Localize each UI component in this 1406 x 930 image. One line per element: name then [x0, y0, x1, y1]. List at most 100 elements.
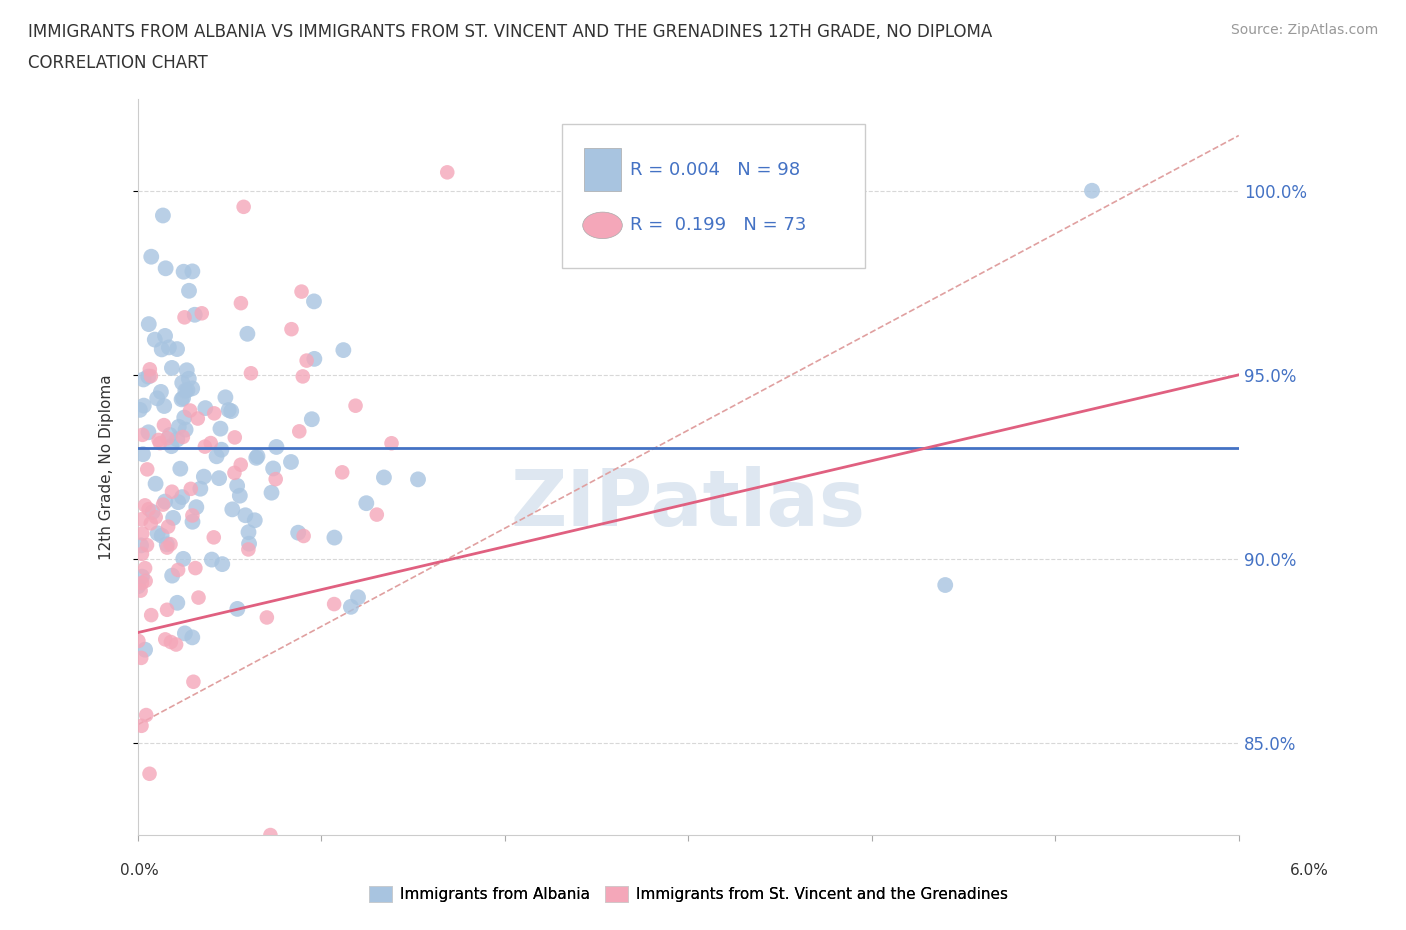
Point	[266, 440, 288, 455]
Point	[290, 285, 312, 299]
Point	[166, 341, 188, 356]
Point	[145, 476, 167, 491]
Point	[165, 637, 187, 652]
Point	[138, 425, 160, 440]
Point	[166, 595, 188, 610]
Point	[238, 542, 260, 557]
Point	[141, 249, 163, 264]
Point	[172, 430, 194, 445]
Point	[226, 602, 249, 617]
Point	[134, 643, 156, 658]
Point	[226, 478, 249, 493]
Point	[245, 450, 267, 465]
Point	[132, 398, 155, 413]
Point	[181, 508, 204, 523]
Point	[183, 674, 205, 689]
Point	[180, 482, 202, 497]
Point	[208, 471, 231, 485]
Point	[194, 401, 217, 416]
Point	[131, 547, 153, 562]
Point	[301, 412, 323, 427]
Point	[149, 435, 172, 450]
Point	[131, 512, 153, 526]
Point	[174, 383, 197, 398]
Point	[176, 382, 198, 397]
Point	[174, 422, 197, 437]
Point	[406, 472, 429, 486]
Point	[280, 455, 302, 470]
Point	[181, 514, 204, 529]
Point	[330, 465, 353, 480]
Point	[221, 502, 243, 517]
Point	[131, 526, 153, 541]
Point	[259, 828, 281, 843]
Point	[1081, 183, 1104, 198]
Point	[127, 578, 149, 593]
Point	[332, 342, 354, 357]
Point	[159, 537, 181, 551]
Point	[160, 485, 183, 499]
Text: R = 0.004   N = 98: R = 0.004 N = 98	[630, 161, 800, 179]
Point	[214, 390, 236, 405]
Point	[186, 499, 208, 514]
Point	[205, 449, 228, 464]
Point	[373, 470, 395, 485]
Point	[153, 328, 176, 343]
Legend: Immigrants from Albania, Immigrants from St. Vincent and the Grenadines: Immigrants from Albania, Immigrants from…	[363, 880, 1014, 909]
Point	[287, 525, 309, 540]
Point	[136, 538, 159, 552]
Point	[162, 511, 184, 525]
Point	[150, 342, 173, 357]
Point	[172, 490, 194, 505]
Point	[256, 610, 278, 625]
Point	[160, 568, 183, 583]
Point	[152, 498, 174, 512]
Point	[219, 404, 242, 418]
Point	[157, 340, 180, 355]
Point	[229, 458, 252, 472]
Point	[238, 537, 260, 551]
Point	[159, 428, 181, 443]
Point	[167, 563, 190, 578]
Point	[148, 432, 170, 447]
Point	[138, 501, 160, 516]
Point	[323, 530, 346, 545]
Point	[138, 766, 160, 781]
Point	[304, 352, 326, 366]
Point	[176, 363, 198, 378]
Point	[129, 650, 152, 665]
Point	[129, 538, 152, 552]
Point	[170, 392, 193, 406]
Point	[134, 561, 156, 576]
Point	[139, 368, 162, 383]
Point	[179, 403, 201, 418]
Text: IMMIGRANTS FROM ALBANIA VS IMMIGRANTS FROM ST. VINCENT AND THE GRENADINES 12TH G: IMMIGRANTS FROM ALBANIA VS IMMIGRANTS FR…	[28, 23, 993, 41]
Point	[141, 607, 163, 622]
Point	[218, 403, 240, 418]
Text: ZIPatlas: ZIPatlas	[510, 466, 866, 541]
Point	[128, 403, 150, 418]
Point	[229, 296, 252, 311]
FancyBboxPatch shape	[562, 125, 865, 268]
Point	[173, 410, 195, 425]
Point	[181, 381, 204, 396]
Point	[229, 488, 252, 503]
Point	[169, 461, 191, 476]
Point	[150, 528, 173, 543]
Point	[340, 599, 363, 614]
Point	[152, 208, 174, 223]
Point	[139, 516, 162, 531]
Point	[156, 540, 179, 555]
Point	[167, 419, 190, 434]
Point	[190, 481, 212, 496]
Point	[132, 446, 155, 461]
Point	[131, 428, 153, 443]
Point	[166, 432, 188, 446]
Circle shape	[582, 212, 623, 239]
Point	[160, 634, 183, 649]
Point	[135, 574, 157, 589]
Point	[585, 165, 607, 179]
Point	[201, 552, 224, 567]
Text: 6.0%: 6.0%	[1289, 863, 1329, 878]
Point	[211, 557, 233, 572]
